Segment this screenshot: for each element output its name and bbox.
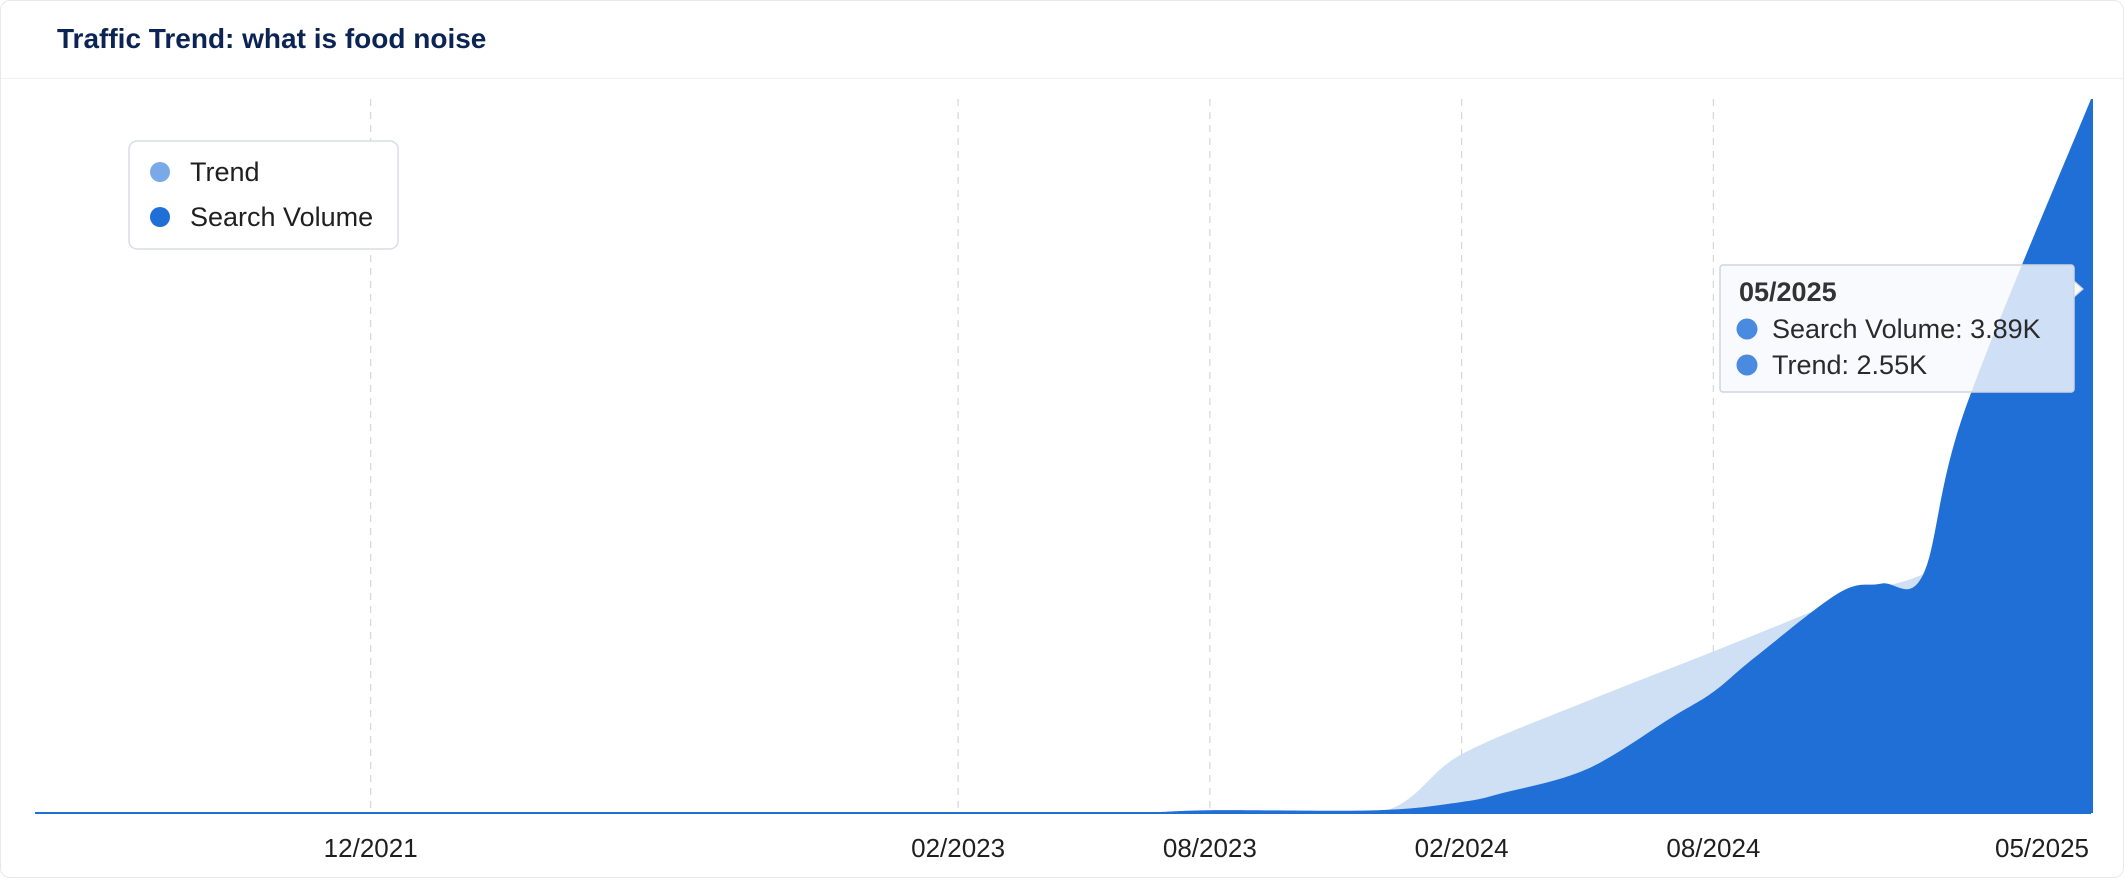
tooltip-row: Search Volume: 3.89K [1772, 314, 2041, 344]
card-header: Traffic Trend: what is food noise [1, 1, 2123, 79]
tooltip-dot [1736, 318, 1758, 340]
tooltip-dot [1736, 354, 1758, 376]
tooltip-box [1719, 264, 2075, 393]
legend-label: Search Volume [190, 202, 373, 232]
tooltip: 05/2025 Search Volume: 3.89K Trend: 2.55K [1719, 264, 2084, 393]
tooltip-row: Trend: 2.55K [1772, 350, 1927, 380]
tooltip-title: 05/2025 [1739, 277, 1837, 307]
x-tick-label: 12/2021 [324, 833, 418, 863]
legend-label: Trend [190, 157, 260, 187]
search-volume-area [35, 99, 2091, 813]
tooltip-pointer [2073, 279, 2084, 299]
x-tick-label: 08/2023 [1163, 833, 1257, 863]
x-tick-label: 08/2024 [1666, 833, 1760, 863]
legend-box [128, 140, 399, 250]
chart-title: Traffic Trend: what is food noise [57, 23, 487, 54]
legend: Trend Search Volume [128, 140, 399, 250]
x-tick-label: 02/2024 [1415, 833, 1509, 863]
legend-dot [150, 162, 170, 182]
x-tick-label: 02/2023 [911, 833, 1005, 863]
x-tick-label: 05/2025 [1995, 833, 2089, 863]
legend-dot [150, 207, 170, 227]
